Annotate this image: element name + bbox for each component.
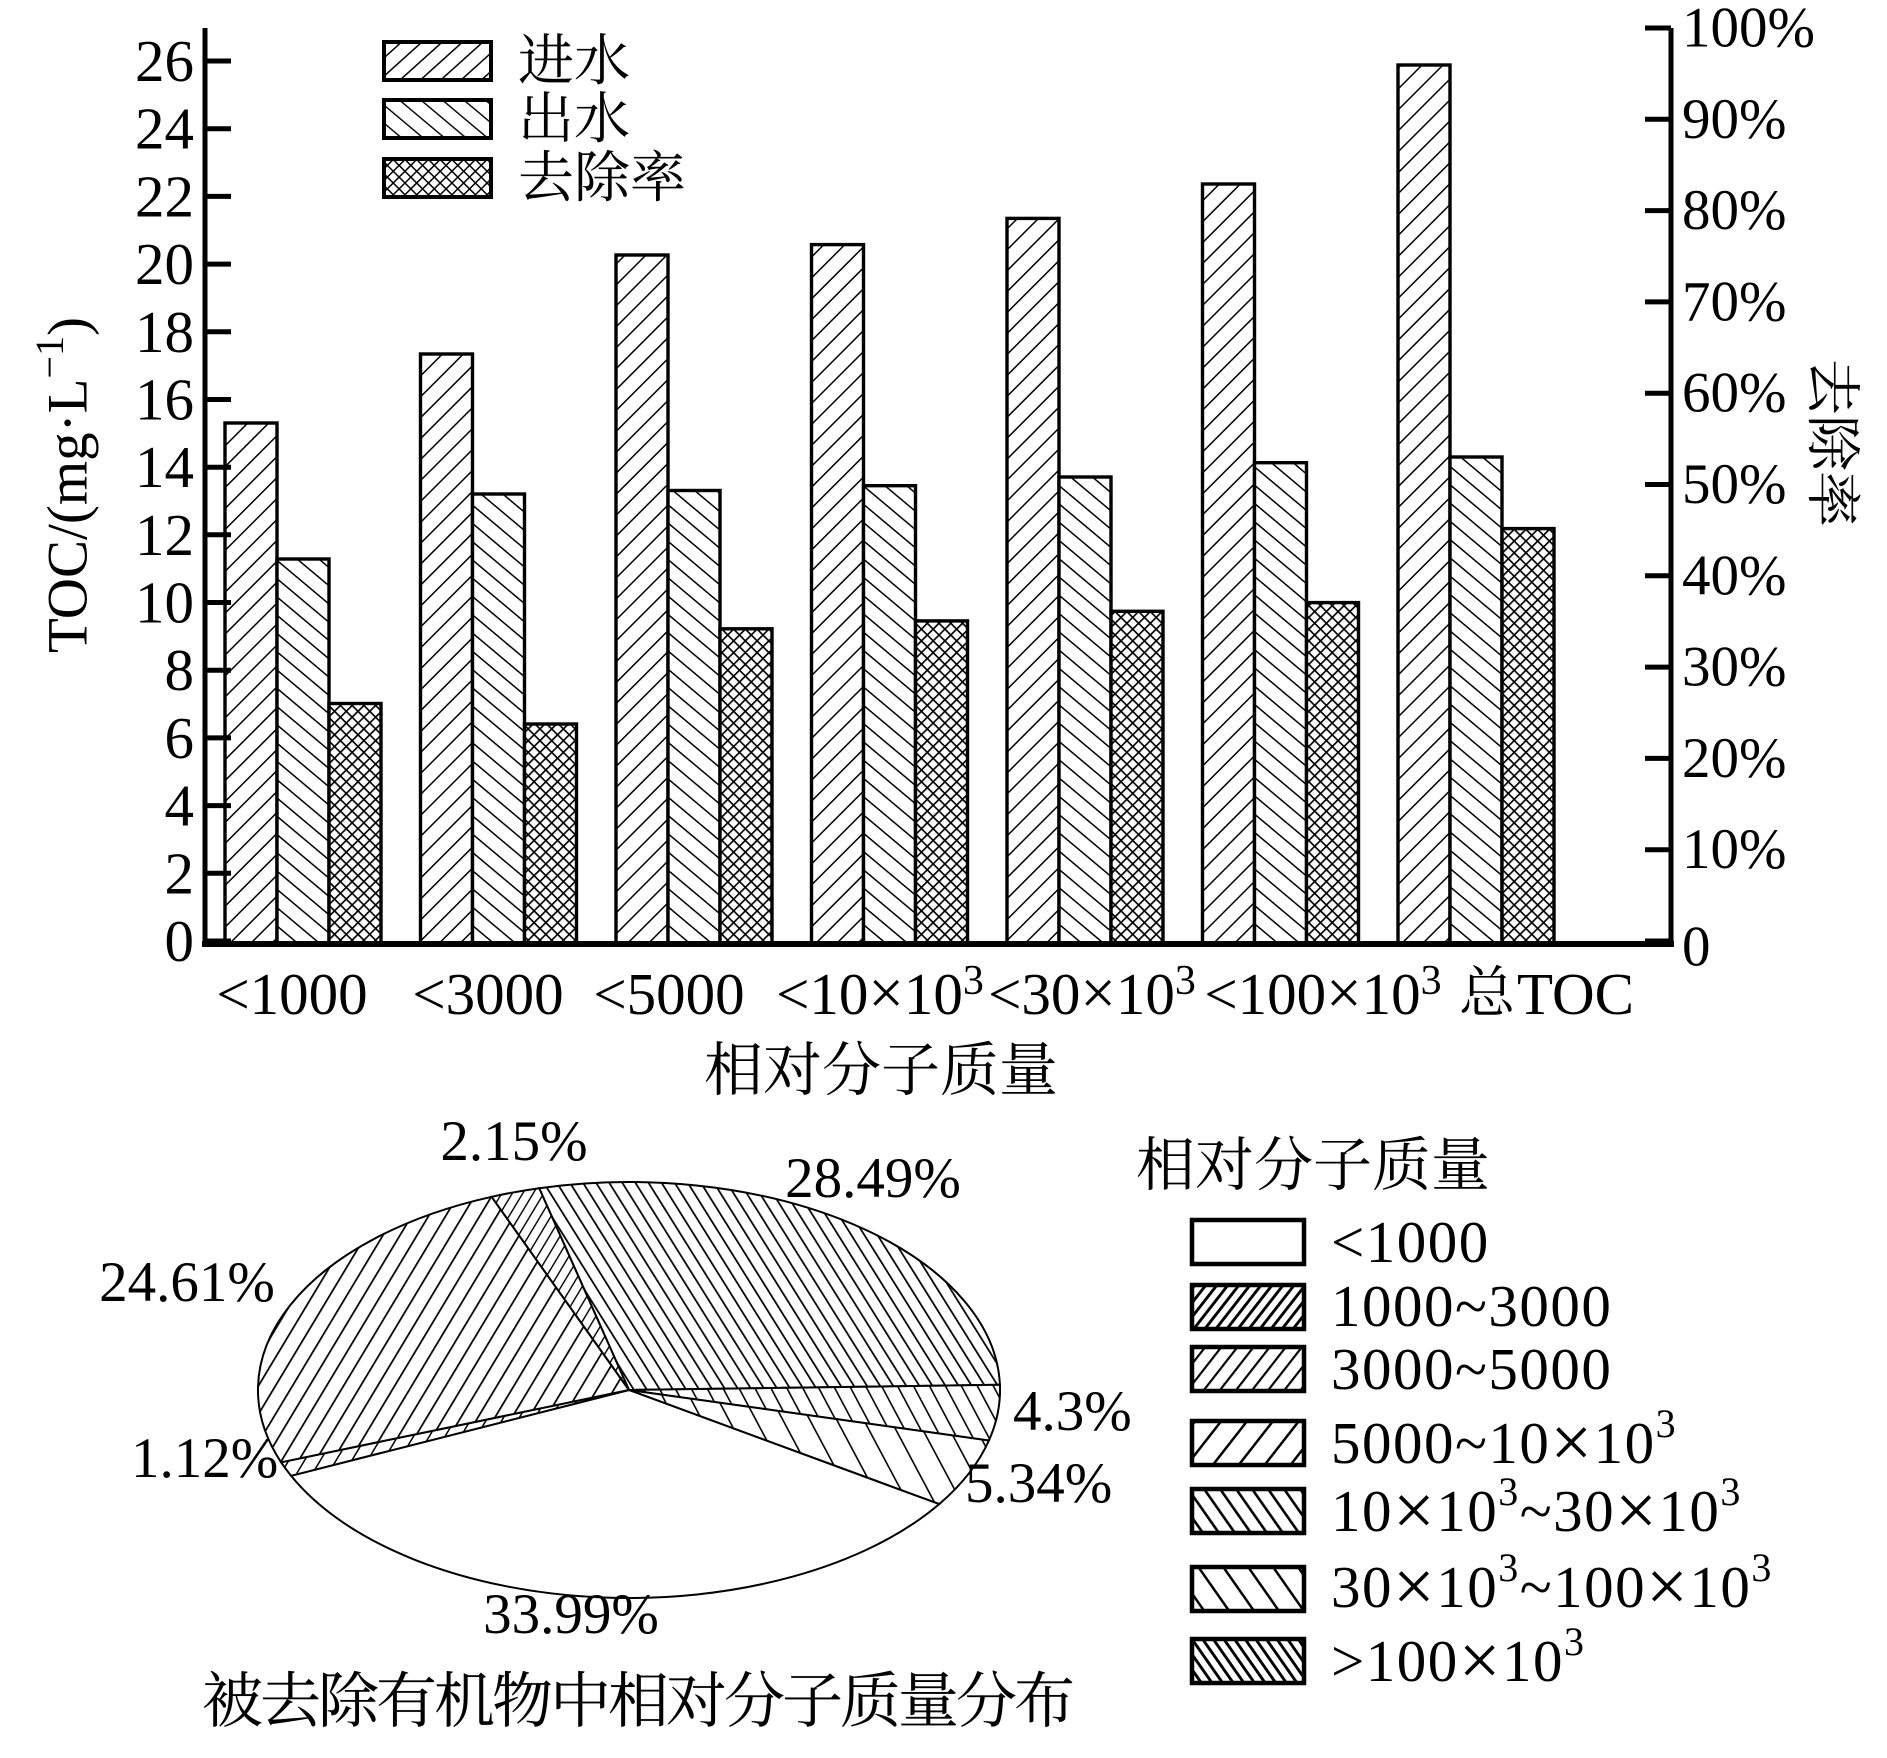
svg-text:<100×103: <100×103 (1204, 958, 1441, 1028)
svg-text:8: 8 (165, 637, 195, 703)
svg-text:5000~10×103: 5000~10×103 (1331, 1401, 1677, 1485)
svg-text:<3000: <3000 (412, 961, 563, 1027)
svg-text:50%: 50% (1682, 453, 1786, 516)
svg-text:14: 14 (135, 434, 194, 500)
svg-text:12: 12 (135, 502, 194, 568)
svg-text:90%: 90% (1682, 88, 1786, 151)
svg-text:<30×103: <30×103 (988, 958, 1196, 1028)
svg-text:2: 2 (165, 840, 195, 906)
svg-text:4.3%: 4.3% (1013, 1380, 1132, 1443)
svg-text:80%: 80% (1682, 179, 1786, 242)
svg-text:26: 26 (135, 28, 194, 94)
svg-text:5.34%: 5.34% (965, 1452, 1112, 1515)
svg-text:16: 16 (135, 367, 194, 433)
svg-text:33.99%: 33.99% (483, 1583, 659, 1646)
svg-text:100%: 100% (1682, 0, 1815, 60)
svg-text:>100×103: >100×103 (1331, 1619, 1586, 1703)
svg-text:30×103~100×103: 30×103~100×103 (1331, 1545, 1773, 1629)
svg-text:24.61%: 24.61% (99, 1251, 275, 1314)
svg-text:40%: 40% (1682, 544, 1786, 607)
svg-text:18: 18 (135, 299, 194, 365)
svg-text:3000~5000: 3000~5000 (1331, 1336, 1612, 1402)
svg-text:20%: 20% (1682, 727, 1786, 790)
svg-text:0: 0 (165, 908, 195, 974)
svg-text:70%: 70% (1682, 270, 1786, 333)
svg-text:TOC: TOC (1517, 961, 1634, 1027)
svg-text:2.15%: 2.15% (440, 1110, 587, 1173)
svg-text:60%: 60% (1682, 362, 1786, 425)
svg-text:0: 0 (1682, 916, 1711, 979)
svg-text:<1000: <1000 (216, 961, 367, 1027)
svg-text:4: 4 (165, 773, 195, 839)
svg-text:1.12%: 1.12% (131, 1427, 278, 1490)
svg-text:22: 22 (135, 163, 194, 229)
svg-text:10×103~30×103: 10×103~30×103 (1331, 1469, 1742, 1553)
svg-text:30%: 30% (1682, 636, 1786, 699)
svg-text:<1000: <1000 (1331, 1209, 1490, 1275)
svg-text:1000~3000: 1000~3000 (1331, 1273, 1612, 1339)
svg-text:<10×103: <10×103 (776, 958, 984, 1028)
svg-text:20: 20 (135, 231, 194, 297)
svg-text:24: 24 (135, 96, 194, 162)
svg-text:10%: 10% (1682, 818, 1786, 881)
svg-text:<5000: <5000 (593, 961, 744, 1027)
svg-text:6: 6 (165, 705, 195, 771)
svg-text:10: 10 (135, 570, 194, 636)
svg-text:28.49%: 28.49% (785, 1147, 961, 1210)
